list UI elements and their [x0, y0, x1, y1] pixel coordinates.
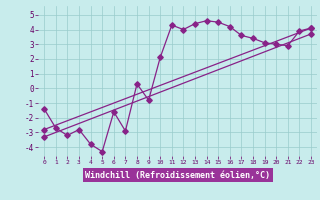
- X-axis label: Windchill (Refroidissement éolien,°C): Windchill (Refroidissement éolien,°C): [85, 171, 270, 180]
